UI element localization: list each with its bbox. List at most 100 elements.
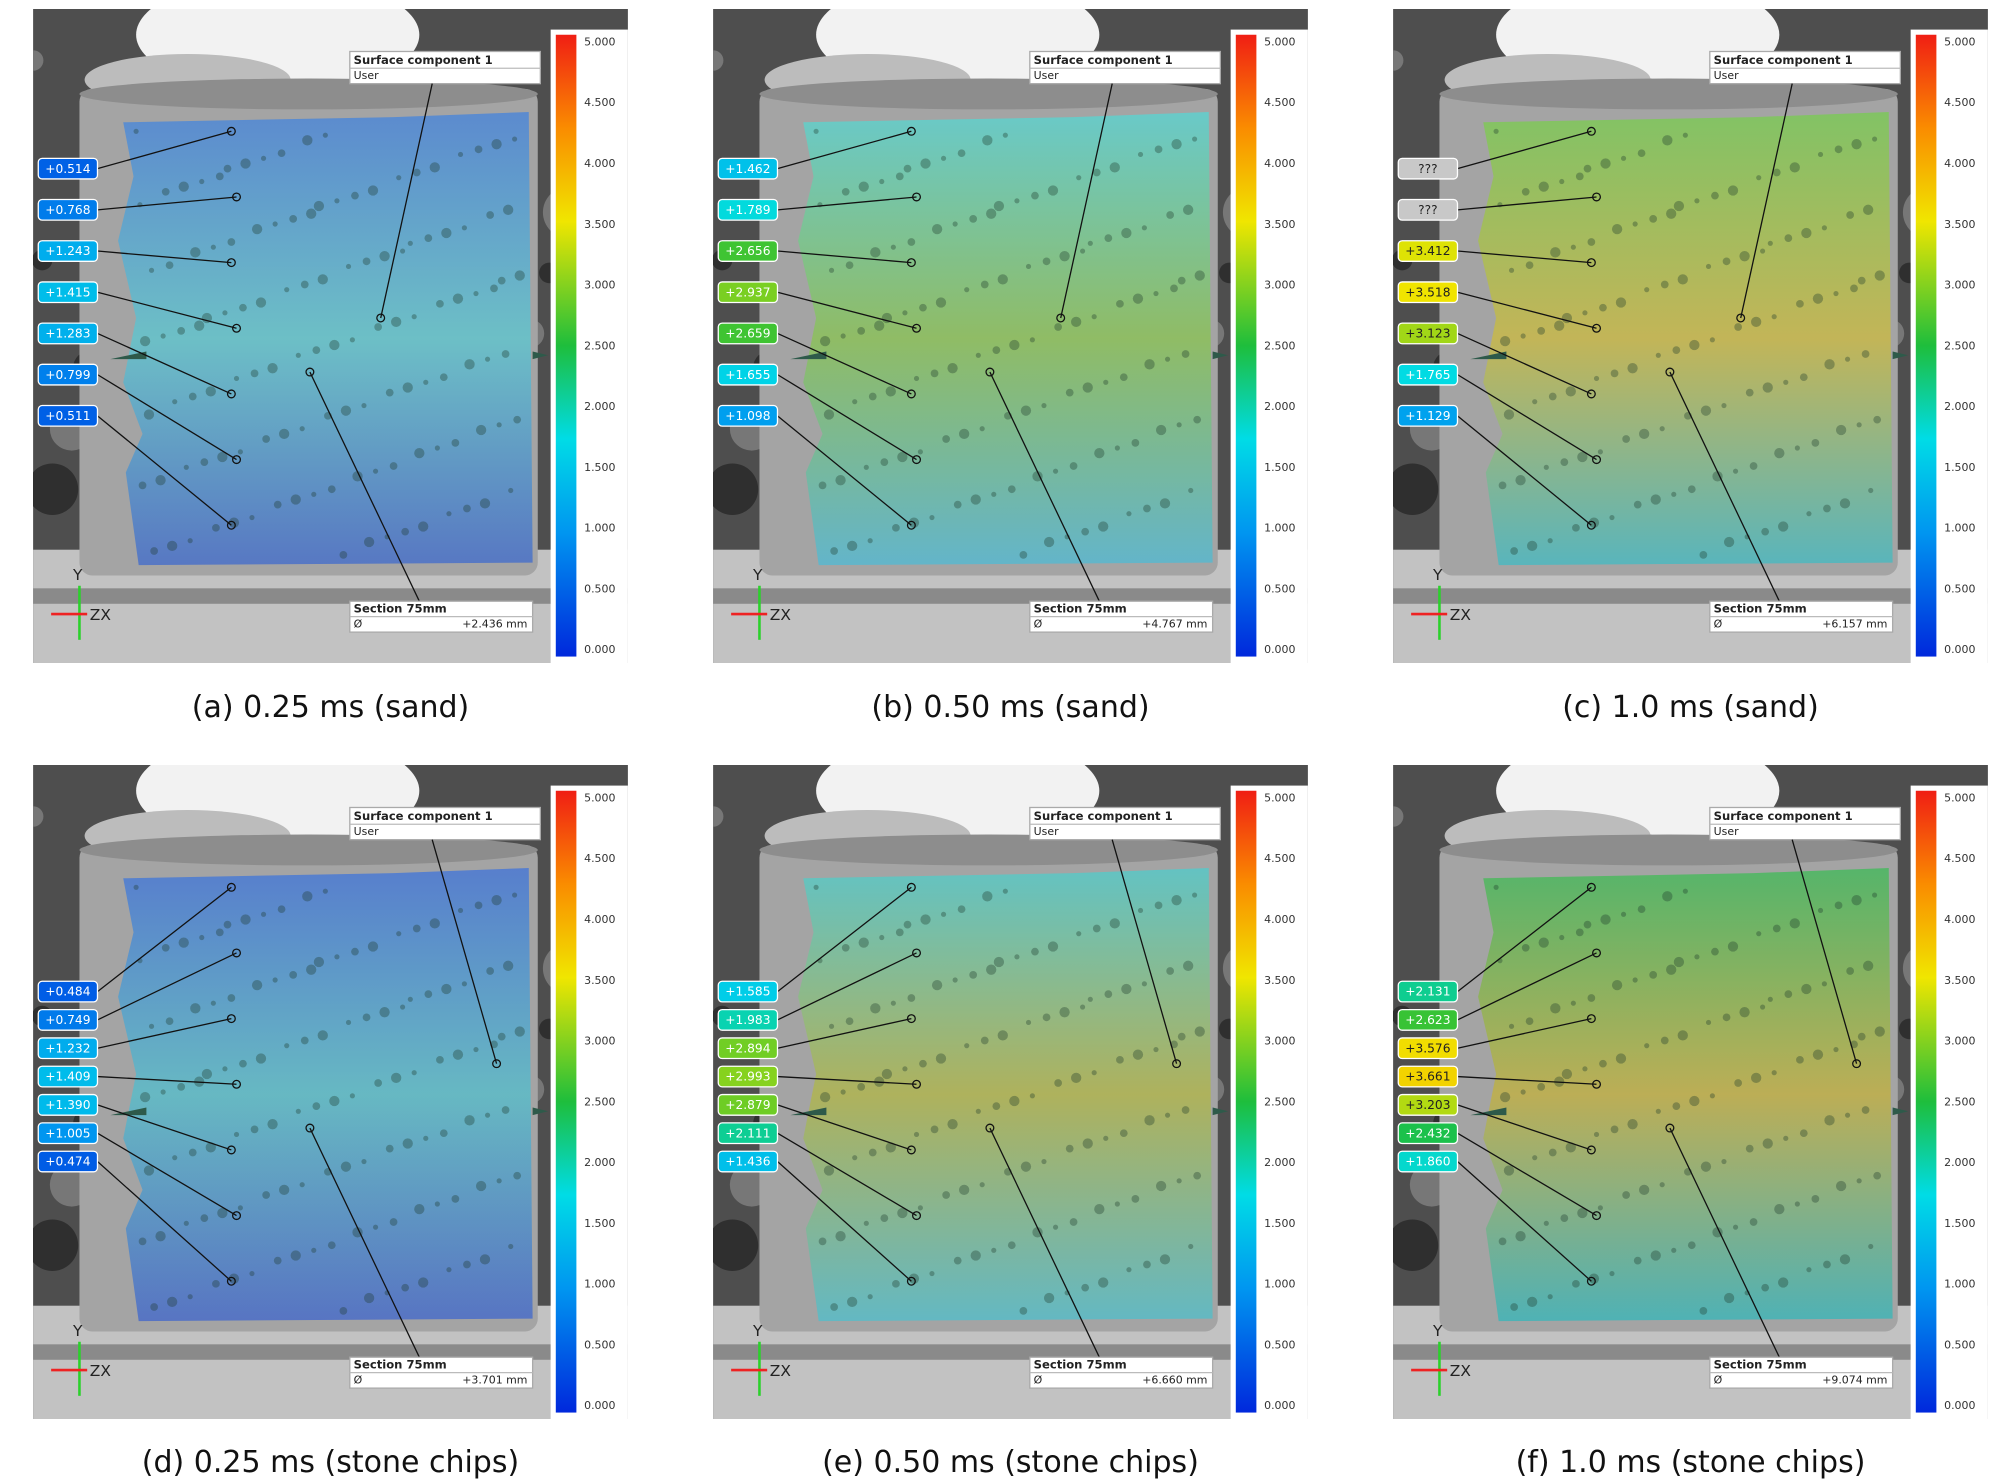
speckle: [902, 1066, 908, 1072]
speckle: [217, 1207, 228, 1219]
foliage: [1393, 1219, 1439, 1271]
speckle: [1799, 1129, 1808, 1138]
leader: [989, 371, 1100, 602]
speckle: [402, 382, 413, 393]
speckle: [1582, 1066, 1588, 1072]
leader: [97, 1075, 237, 1085]
cylinder-top: [759, 78, 1218, 110]
colorbar-tick-label: 3.500: [1264, 974, 1295, 987]
dic-panel: 5.000 4.500 4.000 3.500 3.000 2.500 2.000 1.500…: [33, 765, 628, 1419]
point-label-bg: [717, 281, 779, 304]
speckle: [441, 227, 452, 239]
speckle: [240, 914, 251, 925]
speckle: [199, 934, 205, 941]
leader: [1457, 291, 1597, 329]
probe-point: [232, 948, 242, 958]
speckle: [823, 409, 835, 420]
speckle: [412, 168, 421, 177]
speckle: [334, 954, 340, 960]
speckle: [1047, 941, 1059, 952]
speckle: [497, 276, 506, 285]
speckle: [1141, 981, 1147, 987]
speckle: [1655, 352, 1661, 358]
speckle: [940, 911, 947, 917]
speckle: [1493, 884, 1499, 890]
speckle: [895, 172, 904, 181]
speckle: [818, 481, 827, 490]
speckle: [1709, 337, 1715, 343]
speckle: [1856, 1178, 1862, 1184]
surface-sub: User: [1714, 69, 1739, 82]
speckle: [847, 540, 858, 551]
speckle: [1615, 297, 1627, 308]
probe-point: [1172, 1059, 1182, 1069]
caption: (e) 0.50 ms (stone chips): [822, 1445, 1199, 1480]
speckle: [1565, 1142, 1576, 1153]
speckle: [289, 970, 298, 979]
speckle: [345, 263, 352, 270]
speckle: [133, 128, 139, 134]
colorbar-tick-label: 3.500: [1264, 218, 1295, 231]
speckle: [503, 960, 514, 971]
speckle: [818, 1237, 827, 1246]
speckle: [473, 1046, 479, 1053]
speckle: [340, 405, 352, 416]
probe-point: [226, 520, 236, 530]
speckle: [374, 1079, 382, 1087]
speckle: [1749, 462, 1758, 470]
speckle: [828, 1023, 835, 1029]
speckle: [188, 1148, 197, 1157]
speckle: [1784, 990, 1793, 999]
speckle: [1098, 1277, 1109, 1288]
speckle: [172, 399, 178, 405]
speckle: [451, 438, 460, 447]
speckle: [1082, 382, 1093, 393]
speckle: [284, 1043, 290, 1049]
speckle: [200, 458, 209, 467]
leader: [777, 1104, 912, 1151]
section-value: +6.157 mm: [1822, 617, 1887, 630]
speckle: [992, 1102, 1001, 1111]
speckle: [1846, 967, 1854, 975]
speckle: [267, 363, 278, 374]
speckle: [349, 1093, 355, 1099]
point-label: +1.243: [45, 244, 90, 258]
speckle: [858, 937, 869, 948]
speckle: [1166, 211, 1174, 219]
speckle: [1153, 290, 1159, 297]
speckle: [1041, 402, 1047, 409]
speckle: [362, 1013, 371, 1022]
colorbar-tick-label: 1.500: [584, 1217, 615, 1230]
speckle: [1615, 1053, 1627, 1064]
leader: [777, 130, 912, 170]
speckle: [262, 435, 270, 443]
surface-title: Surface component 1: [1714, 53, 1853, 67]
speckle: [139, 336, 151, 347]
leader: [97, 374, 237, 461]
speckle: [1610, 1125, 1619, 1134]
speckle: [436, 299, 444, 308]
speckle: [300, 280, 309, 289]
speckle: [830, 547, 838, 555]
speckle: [503, 204, 514, 215]
speckle: [841, 943, 850, 952]
speckle: [957, 149, 966, 158]
surface-sub: User: [354, 69, 379, 82]
foliage: [713, 50, 724, 71]
speckle: [1532, 1155, 1538, 1161]
speckle: [299, 426, 305, 432]
speckle: [1796, 1055, 1804, 1064]
speckle: [1673, 956, 1685, 968]
speckle: [1851, 895, 1862, 906]
speckle: [1515, 475, 1526, 486]
speckle: [177, 326, 186, 335]
speckle: [272, 221, 278, 227]
probe-point: [232, 192, 242, 202]
point-label-bg: [1397, 1122, 1459, 1145]
point-label: ???: [1418, 203, 1437, 217]
probe-point: [232, 1079, 242, 1089]
speckle: [512, 136, 518, 142]
speckle: [1177, 1032, 1186, 1041]
point-label-bg: [717, 1037, 779, 1060]
point-label: +2.656: [725, 244, 770, 258]
